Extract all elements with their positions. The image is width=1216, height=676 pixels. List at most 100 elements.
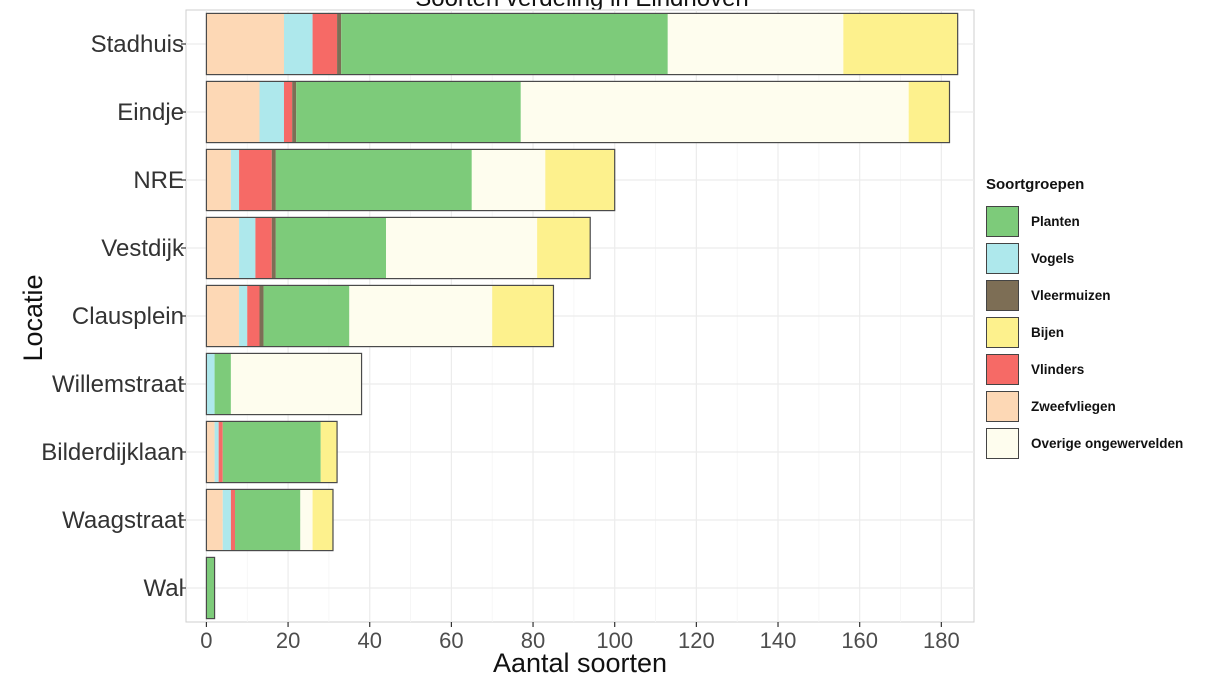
x-tick-label: 40 xyxy=(357,628,381,653)
bar-outline xyxy=(205,12,959,76)
bar-segment-planten xyxy=(275,149,472,211)
bar-segment-zweefvliegen xyxy=(206,217,240,279)
x-tick-label: 100 xyxy=(596,628,633,653)
bar-outline xyxy=(205,80,951,144)
bar-segment-vlinders xyxy=(312,13,338,75)
bar-segment-vogels xyxy=(222,489,231,551)
legend-label: Vlinders xyxy=(1031,362,1085,377)
legend-label: Zweefvliegen xyxy=(1031,399,1116,414)
bar-segment-vogels xyxy=(259,81,284,143)
y-tick-label: Clausplein xyxy=(72,303,184,330)
bar-segment-bijen xyxy=(908,81,950,143)
bar-segment-vogels xyxy=(283,13,313,75)
bar-segment-vleermuizen xyxy=(271,149,276,211)
y-tick-label: Stadhuis xyxy=(91,31,184,58)
bar-segment-zweefvliegen xyxy=(206,81,260,143)
bar-segment-vleermuizen xyxy=(271,217,276,279)
y-tick-label: Waagstraat xyxy=(62,507,184,534)
bar-outline xyxy=(205,216,591,280)
bar-segment-overige-ongewervelden xyxy=(230,353,362,415)
bar-segment-zweefvliegen xyxy=(206,421,215,483)
bar-outline xyxy=(205,488,334,552)
bar-outline xyxy=(205,284,555,348)
bar-segment-zweefvliegen xyxy=(206,13,284,75)
bar-segment-planten xyxy=(214,353,231,415)
y-tick-label: Vestdijk xyxy=(101,235,185,262)
bar-segment-planten xyxy=(222,421,321,483)
bar-segment-vlinders xyxy=(283,81,293,143)
x-tick-label: 160 xyxy=(841,628,878,653)
legend-swatch xyxy=(986,354,1019,385)
bar-outline xyxy=(205,556,216,620)
legend-item: Planten xyxy=(986,203,1212,240)
x-tick-label: 60 xyxy=(439,628,463,653)
bar-segment-planten xyxy=(341,13,668,75)
legend-title: Soortgroepen xyxy=(986,176,1085,193)
bar-segment-vogels xyxy=(230,149,240,211)
bar-segment-vlinders xyxy=(255,217,272,279)
x-tick-label: 20 xyxy=(276,628,300,653)
bar-segment-vleermuizen xyxy=(337,13,342,75)
y-tick-label: Wal xyxy=(144,575,184,602)
bar-segment-zweefvliegen xyxy=(206,489,223,551)
legend-label: Planten xyxy=(1031,214,1080,229)
legend-item: Vlinders xyxy=(986,351,1212,388)
bar-segment-vlinders xyxy=(239,149,272,211)
bar-segment-vlinders xyxy=(230,489,235,551)
x-tick-label: 140 xyxy=(760,628,797,653)
legend-label: Vogels xyxy=(1031,251,1075,266)
y-tick-label: Bilderdijklaan xyxy=(41,439,184,466)
y-tick-label: Eindje xyxy=(117,99,184,126)
bar-segment-vogels xyxy=(239,285,248,347)
bar-segment-overige-ongewervelden xyxy=(300,489,313,551)
bar-segment-bijen xyxy=(492,285,554,347)
legend-item: Bijen xyxy=(986,314,1212,351)
bar-segment-planten xyxy=(206,557,215,619)
x-axis-title: Aantal soorten xyxy=(493,648,667,676)
bar-segment-bijen xyxy=(843,13,958,75)
bar-segment-vogels xyxy=(214,421,219,483)
bar-outline xyxy=(205,352,363,416)
bar-segment-overige-ongewervelden xyxy=(471,149,546,211)
legend-item: Zweefvliegen xyxy=(986,388,1212,425)
legend-swatch xyxy=(986,280,1019,311)
legend-label: Vleermuizen xyxy=(1031,288,1111,303)
legend-label: Bijen xyxy=(1031,325,1065,340)
chart-title: Soorten verdeling in Eindhoven xyxy=(415,0,749,12)
bar-outline xyxy=(205,420,338,484)
y-tick-labels: Wal Waagstraat Bilderdijklaan Willemstraat C… xyxy=(41,31,186,602)
legend-item: Vleermuizen xyxy=(986,277,1212,314)
x-tick-label: 180 xyxy=(923,628,960,653)
x-tick-label: 80 xyxy=(521,628,545,653)
bar-segment-overige-ongewervelden xyxy=(349,285,493,347)
legend-items: Planten Vogels Vleermuizen Bijen Vlinders Zwe… xyxy=(986,203,1212,462)
x-tick-labels: 0 20 40 60 80 100 120 140 160 180 xyxy=(200,622,960,653)
legend-item: Overige ongewervelden xyxy=(986,425,1212,462)
legend-swatch xyxy=(986,428,1019,459)
bar-segment-planten xyxy=(275,217,387,279)
bar-segment-planten xyxy=(234,489,301,551)
bar-segment-overige-ongewervelden xyxy=(386,217,538,279)
bar-segment-vleermuizen xyxy=(259,285,264,347)
bar-segment-vleermuizen xyxy=(292,81,297,143)
x-tick-label: 0 xyxy=(200,628,212,653)
bar-segment-overige-ongewervelden xyxy=(520,81,909,143)
bar-segment-vogels xyxy=(206,353,215,415)
bar-segment-bijen xyxy=(537,217,591,279)
y-axis-title: Locatie xyxy=(18,274,48,361)
bar-segment-planten xyxy=(263,285,350,347)
bar-segment-vogels xyxy=(239,217,256,279)
y-tick-label: NRE xyxy=(133,167,184,194)
bar-segment-bijen xyxy=(320,421,338,483)
bar-segment-bijen xyxy=(312,489,333,551)
legend-swatch xyxy=(986,243,1019,274)
bar-outline xyxy=(205,148,616,212)
legend-swatch xyxy=(986,206,1019,237)
bar-segment-planten xyxy=(296,81,521,143)
bar-segment-vlinders xyxy=(247,285,260,347)
legend-label: Overige ongewervelden xyxy=(1031,436,1184,451)
y-tick-label: Willemstraat xyxy=(52,371,184,398)
bar-segment-bijen xyxy=(545,149,615,211)
legend-swatch xyxy=(986,317,1019,348)
